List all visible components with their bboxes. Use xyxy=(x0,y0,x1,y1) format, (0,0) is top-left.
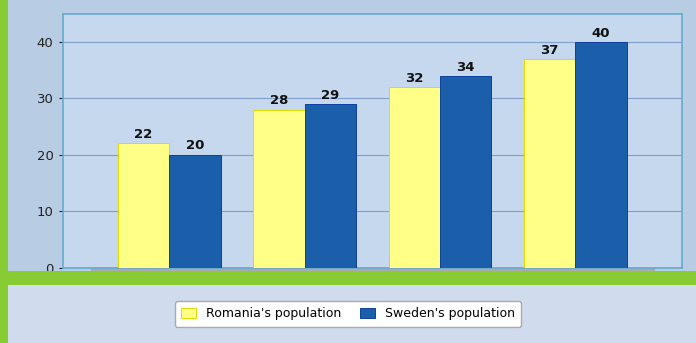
Legend: Romania's population, Sweden's population: Romania's population, Sweden's populatio… xyxy=(175,301,521,327)
Bar xyxy=(305,104,356,268)
Text: 20: 20 xyxy=(186,140,204,153)
Bar xyxy=(576,42,627,268)
Text: 34: 34 xyxy=(457,60,475,73)
Text: 29: 29 xyxy=(322,89,340,102)
Bar xyxy=(253,110,305,268)
Text: 22: 22 xyxy=(134,128,152,141)
Bar xyxy=(169,155,221,268)
Bar xyxy=(440,76,491,268)
Bar xyxy=(118,143,169,268)
Text: 37: 37 xyxy=(541,44,559,57)
Bar xyxy=(388,87,440,268)
Text: 40: 40 xyxy=(592,27,610,40)
Bar xyxy=(524,59,576,268)
Bar xyxy=(90,268,654,280)
Text: 28: 28 xyxy=(270,94,288,107)
Text: 32: 32 xyxy=(405,72,423,85)
